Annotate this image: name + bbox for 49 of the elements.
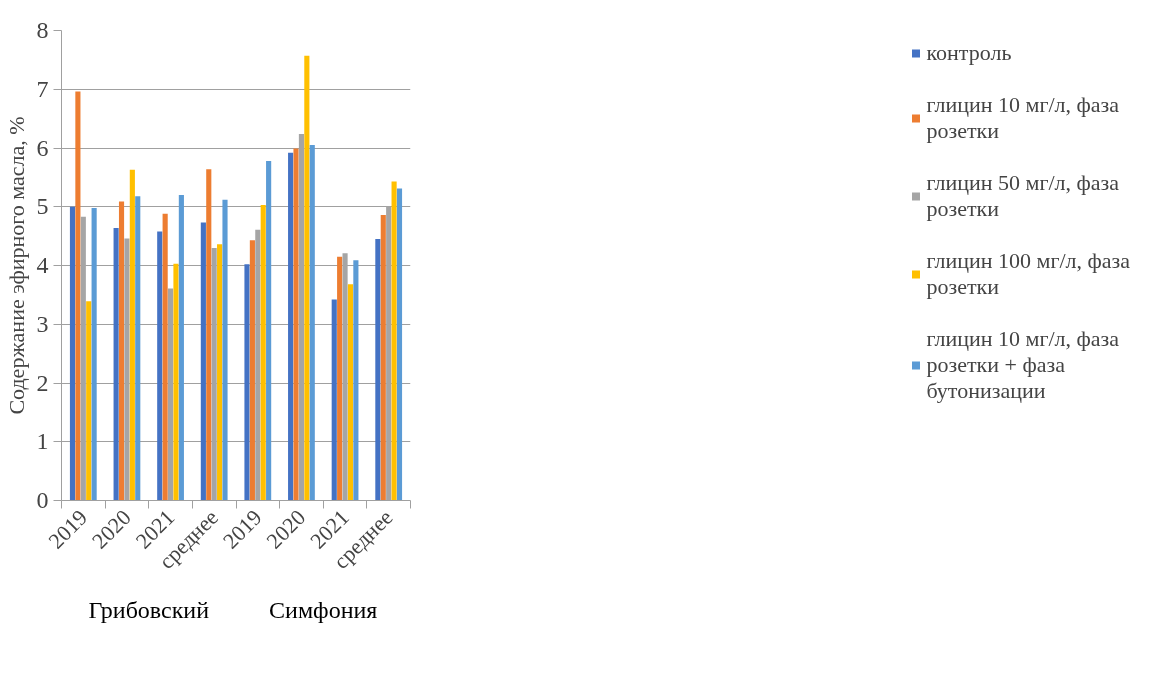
bar: [75, 91, 81, 501]
y-tick-label: 6: [36, 134, 49, 161]
bar: [173, 263, 179, 501]
bar: [118, 201, 125, 501]
bar: [86, 301, 92, 501]
bar: [375, 239, 381, 501]
bar: [260, 204, 266, 501]
bar: [157, 231, 163, 501]
y-tick-label: 4: [36, 252, 49, 278]
bar: [288, 152, 294, 501]
y-axis-title: Содержание эфирного масла, %: [3, 116, 29, 415]
bar: [347, 284, 354, 501]
bar: [309, 145, 315, 501]
bar: [331, 299, 337, 501]
bar: [113, 227, 119, 501]
y-tick-label: 1: [36, 428, 49, 455]
bar: [178, 195, 184, 501]
legend-label: глицин 50 мг/л, фаза розетки: [926, 170, 1119, 222]
text: Грибовский: [88, 596, 210, 623]
bar: [391, 181, 397, 501]
bar: [222, 199, 228, 501]
bar: [162, 213, 168, 501]
legend-label: глицин 100 мг/л, фаза розетки: [926, 248, 1130, 300]
bar: [304, 55, 310, 501]
y-tick-label: 7: [36, 75, 49, 102]
bar: [206, 169, 212, 501]
bar: [266, 160, 272, 501]
text: Симфония: [269, 596, 378, 623]
legend-label: глицин 10 мг/л, фаза розетки: [926, 92, 1119, 144]
bar: [200, 222, 206, 501]
bar: [396, 188, 403, 501]
bar: [217, 244, 223, 501]
legend-label: контроль: [926, 40, 1012, 66]
y-tick-label: 5: [36, 193, 49, 220]
bar: [380, 214, 386, 501]
bar: [69, 206, 76, 501]
bar: [337, 256, 343, 501]
bar: [129, 169, 135, 501]
legend-label: глицин 10 мг/л, фаза розетки + фаза бутонизации: [926, 326, 1119, 404]
bar: [244, 264, 250, 501]
bar: [135, 196, 141, 501]
y-tick-label: 8: [36, 17, 49, 43]
bar: [353, 260, 359, 501]
bar: [91, 207, 97, 501]
y-tick-label: 3: [36, 310, 49, 337]
y-tick-label: 2: [36, 369, 49, 396]
bar: [293, 148, 299, 501]
y-tick-label: 0: [36, 487, 49, 513]
bar: [249, 240, 255, 501]
